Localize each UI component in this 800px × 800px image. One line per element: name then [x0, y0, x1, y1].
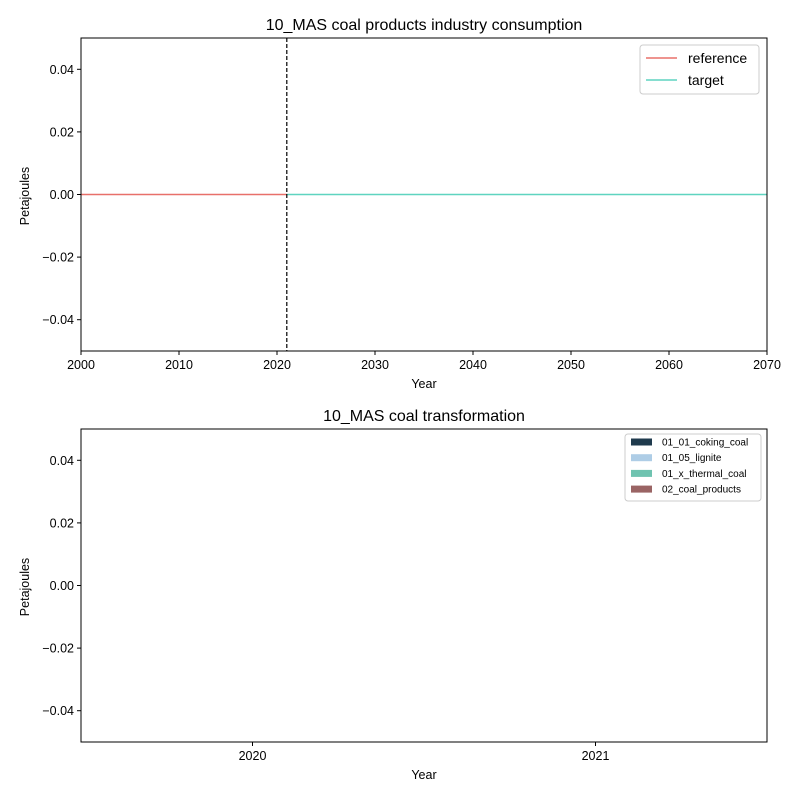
coal-transformation-chart: 10_MAS coal transformation Petajoules Ye… — [18, 408, 768, 782]
x-tick-label: 2010 — [165, 358, 193, 372]
chart-title: 10_MAS coal products industry consumptio… — [266, 17, 583, 34]
x-axis-label: Year — [411, 377, 436, 391]
y-tick-label: −0.02 — [42, 642, 74, 656]
legend-label: 01_x_thermal_coal — [662, 469, 747, 480]
y-tick-label: 0.02 — [50, 516, 74, 530]
legend-label: target — [688, 72, 724, 88]
legend-swatch-01_x_thermal_coal — [631, 469, 652, 477]
x-tick-label: 2021 — [582, 749, 610, 763]
x-axis-label: Year — [411, 768, 436, 782]
legend-swatch-01_05_lignite — [631, 454, 652, 462]
x-tick-label: 2070 — [753, 358, 781, 372]
legend-swatch-02_coal_products — [631, 485, 652, 493]
legend-label: 02_coal_products — [662, 485, 741, 496]
x-tick-label: 2020 — [263, 358, 291, 372]
y-axis-label: Petajoules — [18, 558, 32, 616]
y-tick-label: 0.04 — [50, 454, 74, 468]
legend: reference target — [639, 44, 760, 95]
legend-label: 01_05_lignite — [662, 453, 722, 464]
x-tick-label: 2030 — [361, 358, 389, 372]
y-tick-label: −0.04 — [42, 313, 74, 327]
x-tick-label: 2000 — [67, 358, 95, 372]
x-tick-label: 2060 — [655, 358, 683, 372]
y-tick-label: −0.04 — [42, 704, 74, 718]
legend-label: 01_01_coking_coal — [662, 438, 748, 449]
legend-box — [624, 433, 762, 502]
x-tick-label: 2020 — [239, 749, 267, 763]
y-tick-label: 0.02 — [50, 125, 74, 139]
chart-title: 10_MAS coal transformation — [323, 408, 525, 425]
x-tick-label: 2050 — [557, 358, 585, 372]
industry-consumption-chart: 10_MAS coal products industry consumptio… — [18, 17, 781, 391]
legend-swatch-01_01_coking_coal — [631, 438, 652, 446]
y-tick-label: 0.00 — [50, 188, 74, 202]
x-tick-label: 2040 — [459, 358, 487, 372]
y-tick-label: 0.00 — [50, 579, 74, 593]
y-axis-label: Petajoules — [18, 167, 32, 225]
y-tick-label: −0.02 — [42, 251, 74, 265]
legend-label: reference — [688, 50, 747, 66]
y-tick-label: 0.04 — [50, 63, 74, 77]
legend: 01_01_coking_coal 01_05_lignite 01_x_therm… — [624, 433, 762, 502]
